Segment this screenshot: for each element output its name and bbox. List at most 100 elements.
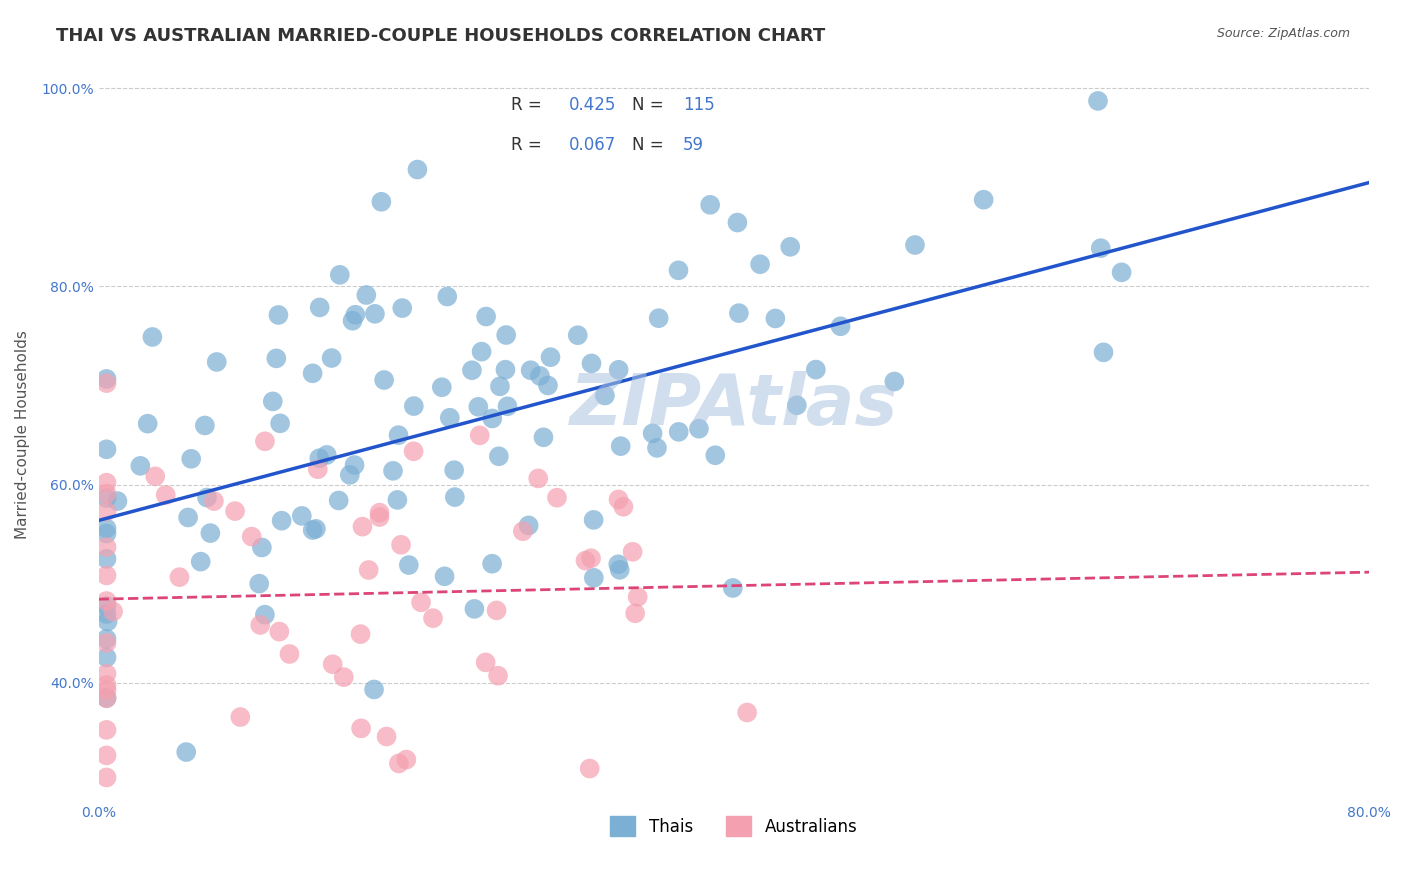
Thais (463, 602, 485, 616)
Thais (645, 441, 668, 455)
Thais (1111, 265, 1133, 279)
Australians (546, 491, 568, 505)
Thais (609, 563, 631, 577)
Thais (973, 193, 995, 207)
Australians (333, 670, 356, 684)
Australians (352, 519, 374, 533)
Thais (402, 399, 425, 413)
Thais (1087, 94, 1109, 108)
Thais (883, 375, 905, 389)
Thais (471, 344, 494, 359)
Thais (339, 467, 361, 482)
Thais (96, 551, 118, 566)
Thais (200, 526, 222, 541)
Thais (804, 362, 827, 376)
Thais (301, 523, 323, 537)
Australians (96, 683, 118, 698)
Thais (96, 615, 118, 629)
Thais (195, 491, 218, 505)
Australians (357, 563, 380, 577)
Australians (607, 492, 630, 507)
Thais (533, 430, 555, 444)
Thais (494, 362, 516, 376)
Thais (540, 350, 562, 364)
Thais (141, 330, 163, 344)
Thais (364, 307, 387, 321)
Text: THAI VS AUSTRALIAN MARRIED-COUPLE HOUSEHOLDS CORRELATION CHART: THAI VS AUSTRALIAN MARRIED-COUPLE HOUSEH… (56, 27, 825, 45)
Australians (368, 506, 391, 520)
Thais (704, 448, 727, 462)
Thais (721, 581, 744, 595)
Australians (96, 636, 118, 650)
Thais (467, 400, 489, 414)
Legend: Thais, Australians: Thais, Australians (602, 807, 866, 845)
Australians (395, 753, 418, 767)
Thais (174, 745, 197, 759)
Thais (763, 311, 786, 326)
Thais (725, 216, 748, 230)
Australians (578, 762, 600, 776)
Australians (307, 462, 329, 476)
Thais (96, 521, 118, 535)
Australians (224, 504, 246, 518)
Thais (190, 555, 212, 569)
Australians (485, 603, 508, 617)
Text: Source: ZipAtlas.com: Source: ZipAtlas.com (1216, 27, 1350, 40)
Australians (96, 568, 118, 582)
Thais (668, 425, 690, 439)
Australians (96, 666, 118, 681)
Australians (486, 669, 509, 683)
Text: 0.067: 0.067 (568, 136, 616, 154)
Thais (436, 289, 458, 303)
Australians (621, 545, 644, 559)
Thais (529, 368, 551, 383)
Australians (624, 607, 647, 621)
Australians (735, 706, 758, 720)
Thais (904, 238, 927, 252)
Thais (461, 363, 484, 377)
Australians (96, 594, 118, 608)
Thais (363, 682, 385, 697)
Thais (247, 576, 270, 591)
Thais (443, 463, 465, 477)
Australians (422, 611, 444, 625)
Thais (342, 314, 364, 328)
Thais (519, 363, 541, 377)
Thais (481, 557, 503, 571)
Australians (368, 510, 391, 524)
Thais (270, 514, 292, 528)
Thais (398, 558, 420, 572)
Australians (96, 678, 118, 692)
Thais (329, 268, 352, 282)
Thais (688, 422, 710, 436)
Text: 0.425: 0.425 (568, 96, 616, 114)
Thais (581, 356, 603, 370)
Thais (488, 450, 510, 464)
Australians (96, 691, 118, 706)
Australians (96, 723, 118, 737)
Thais (830, 319, 852, 334)
Australians (574, 553, 596, 567)
Australians (101, 604, 124, 618)
Thais (177, 510, 200, 524)
Thais (609, 439, 631, 453)
Thais (136, 417, 159, 431)
Australians (278, 647, 301, 661)
Australians (389, 538, 412, 552)
Australians (169, 570, 191, 584)
Thais (328, 493, 350, 508)
Australians (96, 504, 118, 518)
Thais (321, 351, 343, 365)
Australians (375, 730, 398, 744)
Thais (180, 451, 202, 466)
Thais (194, 418, 217, 433)
Y-axis label: Married-couple Households: Married-couple Households (15, 331, 30, 540)
Thais (607, 363, 630, 377)
Thais (291, 508, 314, 523)
Thais (96, 526, 118, 541)
Thais (96, 442, 118, 457)
Australians (627, 590, 650, 604)
Thais (496, 399, 519, 413)
Thais (668, 263, 690, 277)
Australians (468, 428, 491, 442)
